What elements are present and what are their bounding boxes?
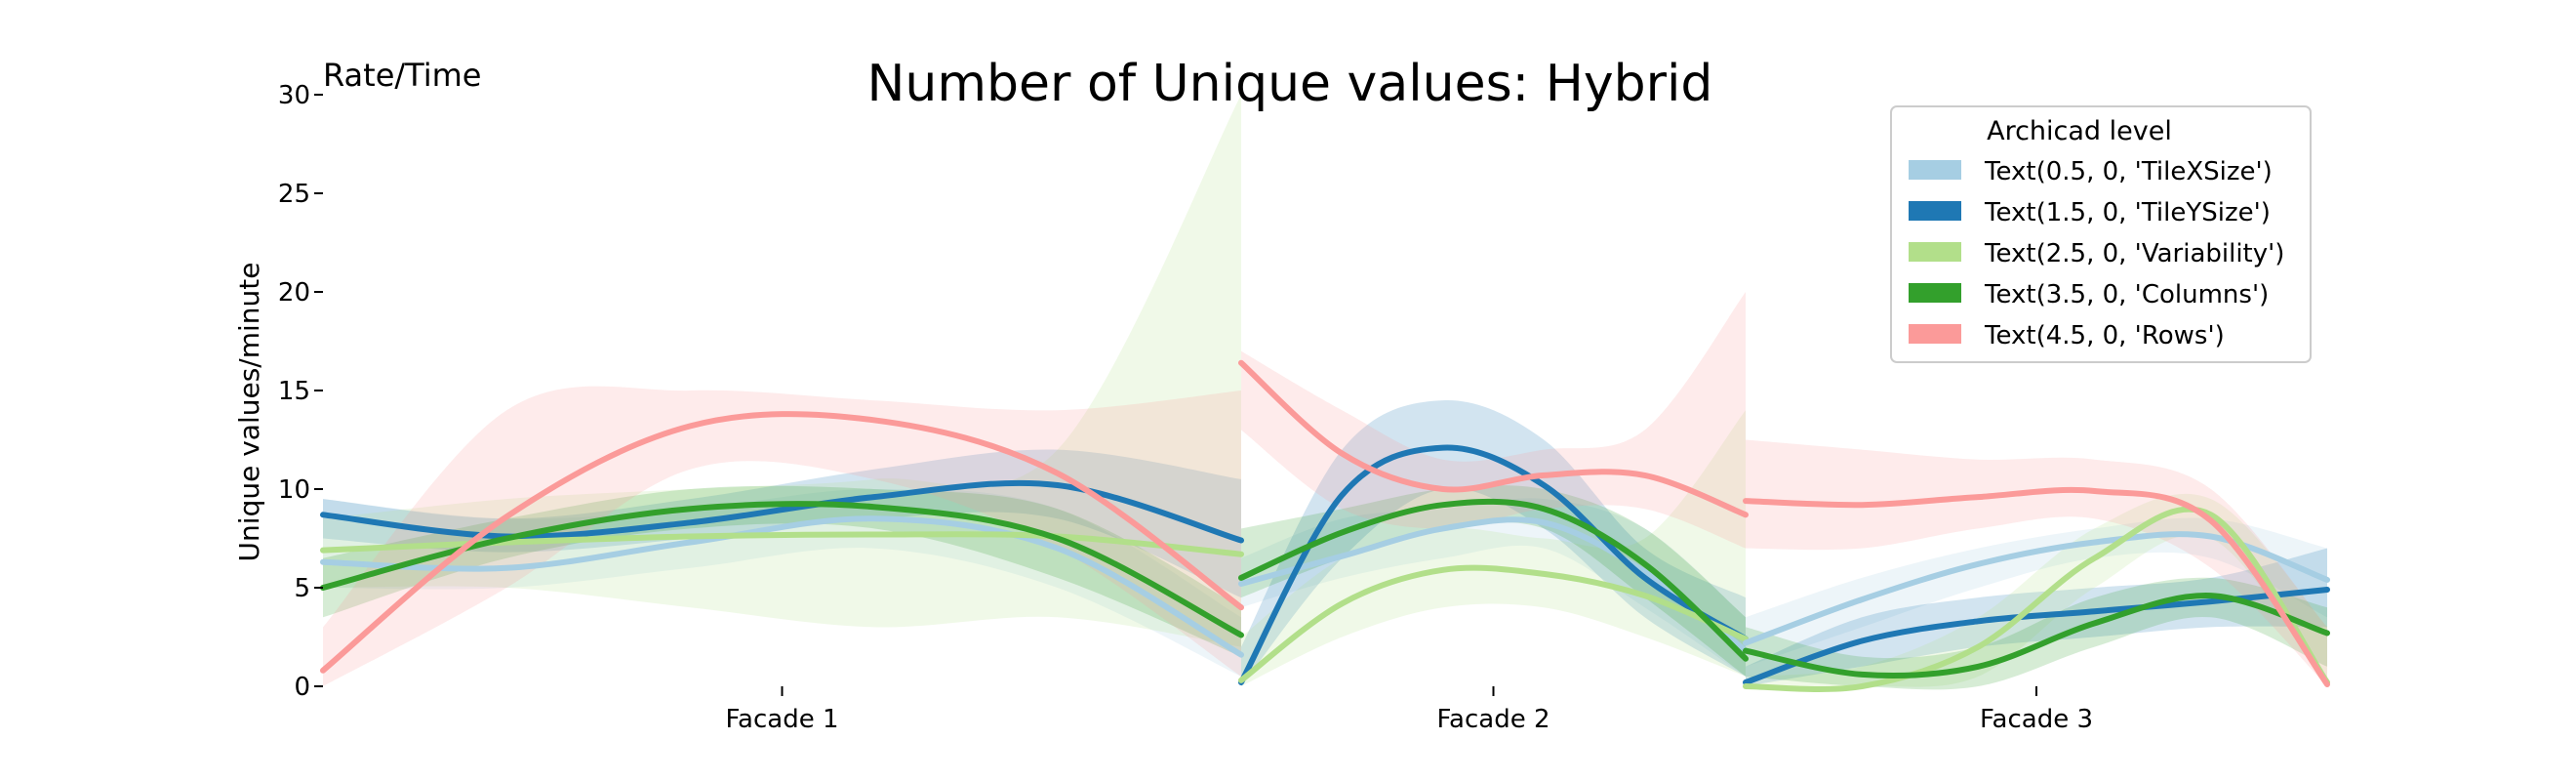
band-panel1-series2 [323,449,1241,598]
x-tick-label: Facade 3 [1980,705,2093,734]
line-panel3-series2 [1743,587,2330,685]
line-panel2-series4 [1238,498,1749,662]
legend-frame [1890,105,2312,363]
line-panel2-series3 [1238,564,1749,683]
line-panel1-series1 [320,515,1244,658]
chart-title: Number of Unique values: Hybrid [867,55,1713,113]
band-panel2-series4 [1241,485,1746,677]
y-tick-label: 30 [278,81,310,110]
legend-swatch [1909,324,1961,344]
band-panel2-series5 [1241,292,1746,549]
band-panel1-series3 [323,95,1241,647]
y-tick-label: 10 [278,475,310,505]
band-panel2-series1 [1241,498,1746,677]
line-panel3-series4 [1743,593,2330,679]
line-panel2-series1 [1238,516,1749,654]
band-panel3-series1 [1746,517,2327,667]
legend-entry-label: Text(2.5, 0, 'Variability') [1984,239,2284,268]
legend-swatch [1909,201,1961,221]
line-panel2-series5 [1238,359,1749,518]
y-tick-label: 25 [278,180,310,209]
line-panel2-series2 [1238,444,1749,685]
x-axis: Facade 1 Facade 2 Facade 3 [725,686,2093,734]
line-panel1-series4 [320,501,1244,638]
line-panel3-series3 [1743,506,2330,692]
series-lines [320,359,2330,692]
legend-entry-label: Text(0.5, 0, 'TileXSize') [1984,157,2273,186]
legend-swatch [1909,242,1961,262]
legend-swatch [1909,283,1961,303]
y-tick-label: 5 [294,574,310,603]
legend-entry-label: Text(4.5, 0, 'Rows') [1984,321,2225,350]
y-tick-label: 0 [294,673,310,702]
band-panel3-series3 [1746,493,2327,687]
band-panel1-series5 [323,386,1241,686]
band-panel2-series3 [1241,410,1746,686]
y-axis: 0 5 10 15 20 25 30 [278,81,323,702]
legend-entry-label: Text(3.5, 0, 'Columns') [1984,280,2269,309]
y-axis-label: Unique values/minute [233,263,265,562]
corner-label: Rate/Time [323,57,481,94]
x-tick-label: Facade 2 [1436,705,1550,734]
legend-title: Archicad level [1987,116,2172,146]
legend: Archicad level Text(0.5, 0, 'TileXSize')… [1890,105,2312,363]
x-tick-label: Facade 1 [725,705,838,734]
legend-swatch [1909,160,1961,180]
line-panel3-series5 [1743,486,2330,687]
y-tick-label: 20 [278,278,310,308]
legend-entry-label: Text(1.5, 0, 'TileYSize') [1984,198,2271,227]
line-panel1-series5 [320,411,1244,674]
y-tick-label: 15 [278,377,310,406]
